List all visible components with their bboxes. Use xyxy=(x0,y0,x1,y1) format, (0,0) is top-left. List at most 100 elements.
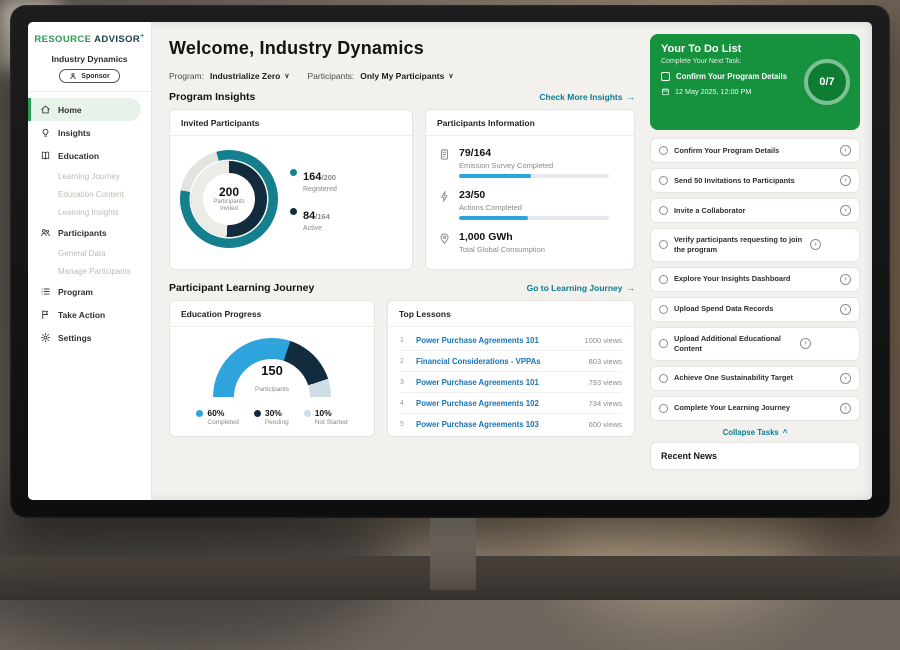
education-gauge-center: 150 Participants xyxy=(255,363,289,393)
check-more-insights-link[interactable]: Check More Insights → xyxy=(539,92,635,102)
chevron-right-icon[interactable]: › xyxy=(800,338,811,350)
recent-news-title: Recent News xyxy=(661,450,718,461)
sidebar-item-label: Program xyxy=(58,286,93,297)
sidebar-item-general-data[interactable]: General Data xyxy=(58,248,106,258)
chevron-right-icon[interactable]: › xyxy=(840,273,851,285)
chevron-right-icon[interactable]: › xyxy=(840,205,851,216)
next-task-due-row: 12 May 2025, 12:00 PM xyxy=(661,87,849,96)
legend-dot-registered xyxy=(290,168,297,176)
sidebar-item-label: Insights xyxy=(58,127,91,138)
monitor-stand xyxy=(430,512,476,590)
chevron-right-icon[interactable]: › xyxy=(810,239,821,251)
task-item[interactable]: Achieve One Sustainability Target › xyxy=(650,365,860,391)
sidebar-item-participants[interactable]: Participants xyxy=(28,221,151,244)
task-item[interactable]: Upload Additional Educational Content › xyxy=(650,326,860,361)
next-task-checkbox[interactable] xyxy=(661,72,670,81)
survey-icon xyxy=(438,148,451,161)
legend-pending: 30% Pending xyxy=(253,408,289,426)
task-checkbox[interactable] xyxy=(659,339,668,349)
sidebar-item-learning-journey[interactable]: Learning Journey xyxy=(58,171,120,181)
lesson-link[interactable]: Power Purchase Agreements 103 xyxy=(416,419,539,429)
sidebar-item-take-action[interactable]: Take Action xyxy=(28,303,151,326)
program-dropdown[interactable]: Industrialize Zero ∨ xyxy=(210,71,290,81)
task-item[interactable]: Verify participants requesting to join t… xyxy=(650,228,860,262)
sidebar-item-education-content[interactable]: Education Content xyxy=(58,189,124,199)
lesson-link[interactable]: Power Purchase Agreements 102 xyxy=(416,398,539,408)
invited-participants-card: Invited Participants 200 Participants In… xyxy=(169,109,413,270)
lesson-link[interactable]: Power Purchase Agreements 101 xyxy=(416,335,539,345)
sidebar-item-label: Education xyxy=(58,150,100,161)
consumption-row: 1,000 GWh Total Global Consumption xyxy=(438,231,622,258)
next-task-label: Confirm Your Program Details xyxy=(676,72,788,81)
pin-icon xyxy=(438,232,451,245)
task-item[interactable]: Explore Your Insights Dashboard › xyxy=(650,266,860,292)
task-item[interactable]: Upload Spend Data Records › xyxy=(650,296,860,322)
task-checkbox[interactable] xyxy=(659,146,668,155)
go-to-learning-journey-link[interactable]: Go to Learning Journey → xyxy=(526,283,635,293)
recent-news-card[interactable]: Recent News xyxy=(650,441,860,470)
task-checkbox[interactable] xyxy=(659,274,668,284)
sidebar-item-education[interactable]: Education xyxy=(28,144,151,167)
invited-legend: 164/200 Registered 84/164 Active xyxy=(290,167,337,232)
sidebar-item-learning-insights[interactable]: Learning Insights xyxy=(58,207,119,217)
card-title: Invited Participants xyxy=(170,110,412,136)
learning-journey-header: Participant Learning Journey Go to Learn… xyxy=(169,282,635,294)
lesson-link[interactable]: Power Purchase Agreements 101 xyxy=(416,377,539,387)
calendar-icon xyxy=(662,87,669,96)
task-item[interactable]: Invite a Collaborator › xyxy=(650,198,860,223)
lesson-link[interactable]: Financial Considerations - VPPAs xyxy=(416,356,541,366)
arrow-right-icon: → xyxy=(626,92,636,102)
sidebar-item-label: Home xyxy=(58,104,82,115)
sidebar-item-insights[interactable]: Insights xyxy=(28,121,151,144)
emission-survey-row: 79/164 Emission Survey Completed xyxy=(438,147,622,178)
next-task-row[interactable]: Confirm Your Program Details xyxy=(661,72,807,81)
collapse-tasks-button[interactable]: Collapse Tasks ^ xyxy=(722,427,788,437)
chevron-down-icon: ∨ xyxy=(448,73,454,80)
caret-up-icon: ^ xyxy=(782,427,788,437)
sidebar-item-home[interactable]: Home xyxy=(28,98,141,122)
chevron-right-icon[interactable]: › xyxy=(840,145,851,156)
sponsor-badge-label: Sponsor xyxy=(81,72,110,80)
due-date: 12 May 2025, 12:00 PM xyxy=(675,87,752,96)
gear-icon xyxy=(40,332,51,343)
lesson-row: 2 Financial Considerations - VPPAs 803 v… xyxy=(400,351,622,372)
top-lessons-card: Top Lessons 1 Power Purchase Agreements … xyxy=(387,300,635,437)
main-content: Welcome, Industry Dynamics Program: Indu… xyxy=(152,22,648,500)
task-list: Confirm Your Program Details › Send 50 I… xyxy=(650,138,860,421)
todo-title: Your To Do List xyxy=(661,43,742,55)
sidebar-item-settings[interactable]: Settings xyxy=(28,326,151,349)
sidebar-item-program[interactable]: Program xyxy=(28,280,151,303)
todo-subtitle: Complete Your Next Task: xyxy=(661,58,742,65)
todo-progress-ring: 0/7 xyxy=(804,59,850,105)
page-title: Welcome, Industry Dynamics xyxy=(169,38,424,58)
task-checkbox[interactable] xyxy=(659,304,668,314)
chevron-right-icon[interactable]: › xyxy=(840,372,851,384)
education-legend: 60% Completed 30% Pending 10% Not Starte… xyxy=(196,408,348,426)
chevron-right-icon[interactable]: › xyxy=(840,303,851,315)
sidebar: RESOURCE ADVISOR+ Industry Dynamics Spon… xyxy=(28,22,152,500)
monitor-bezel: RESOURCE ADVISOR+ Industry Dynamics Spon… xyxy=(10,5,890,518)
task-checkbox[interactable] xyxy=(659,176,668,185)
chevron-right-icon[interactable]: › xyxy=(840,402,851,414)
participants-filter-label: Participants: xyxy=(307,71,355,81)
task-item[interactable]: Confirm Your Program Details › xyxy=(650,138,860,163)
task-item[interactable]: Complete Your Learning Journey › xyxy=(650,395,860,421)
invited-donut-chart: 200 Participants Invited xyxy=(180,150,278,248)
dashboard-screen: RESOURCE ADVISOR+ Industry Dynamics Spon… xyxy=(28,22,872,500)
program-dropdown-value: Industrialize Zero xyxy=(209,71,281,81)
legend-dot-not-started xyxy=(303,409,311,417)
bolt-icon xyxy=(438,190,451,203)
sponsor-badge[interactable]: Sponsor xyxy=(59,69,120,84)
task-checkbox[interactable] xyxy=(659,403,668,413)
todo-summary-card: Your To Do List Complete Your Next Task:… xyxy=(650,34,860,130)
lesson-row: 5 Power Purchase Agreements 103 600 view… xyxy=(400,419,622,429)
chevron-right-icon[interactable]: › xyxy=(840,175,851,186)
home-icon xyxy=(40,104,51,115)
sidebar-item-manage-participants[interactable]: Manage Participants xyxy=(58,266,131,276)
task-item[interactable]: Send 50 Invitations to Participants › xyxy=(650,168,860,193)
task-checkbox[interactable] xyxy=(659,206,668,215)
participants-dropdown[interactable]: Only My Participants ∨ xyxy=(360,71,453,81)
task-checkbox[interactable] xyxy=(659,240,668,250)
legend-completed: 60% Completed xyxy=(196,408,239,426)
task-checkbox[interactable] xyxy=(659,373,668,383)
